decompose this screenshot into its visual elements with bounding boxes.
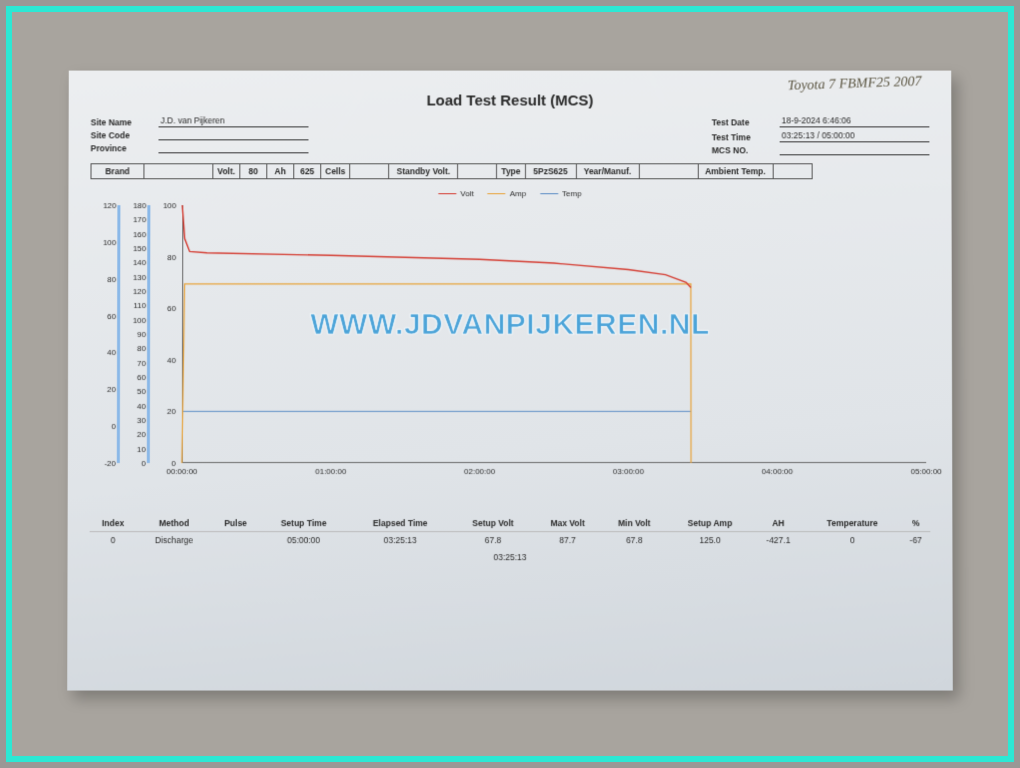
- header-left: Site Name J.D. van Pijkeren Site Code Pro…: [91, 115, 309, 155]
- brand-value: [143, 163, 213, 179]
- footer-time: 03:25:13: [90, 552, 931, 562]
- ah-value: 625: [293, 163, 321, 179]
- cells-label: Cells: [320, 163, 350, 179]
- legend-volt: Volt: [438, 189, 473, 198]
- chart-lines: [182, 205, 926, 463]
- ambient-value: [772, 163, 812, 179]
- volt-value: 80: [239, 163, 267, 179]
- standby-label: Standby Volt.: [388, 163, 458, 179]
- table-header: Index: [90, 515, 137, 532]
- header-right: Test Date 18-9-2024 6:46:06 Test Time 03:2…: [712, 115, 930, 155]
- ah-label: Ah: [266, 163, 294, 179]
- test-date-value: 18-9-2024 6:46:06: [780, 115, 930, 127]
- mcs-no-label: MCS NO.: [712, 145, 774, 155]
- chart-area: Volt Amp Temp -20020406080100120 0102030…: [90, 187, 931, 487]
- y-axis-1: -20020406080100120: [90, 205, 119, 463]
- site-code-value: [158, 138, 308, 140]
- site-name-value: J.D. van Pijkeren: [159, 115, 309, 127]
- table-header: Temperature: [803, 515, 901, 532]
- volt-label: Volt.: [212, 163, 240, 179]
- table-header: Min Volt: [602, 515, 667, 532]
- chart-legend: Volt Amp Temp: [438, 189, 581, 198]
- legend-temp: Temp: [540, 189, 582, 198]
- table-header: Method: [136, 515, 211, 532]
- type-label: Type: [496, 163, 525, 179]
- photo-frame: Toyota 7 FBMF25 2007 Load Test Result (M…: [6, 6, 1014, 762]
- table-header: %: [901, 515, 930, 532]
- table-header: AH: [753, 515, 803, 532]
- site-code-label: Site Code: [91, 130, 153, 140]
- standby-value: [457, 163, 497, 179]
- table-header-row: IndexMethodPulseSetup TimeElapsed TimeSe…: [90, 515, 931, 532]
- ambient-label: Ambient Temp.: [697, 163, 773, 179]
- results-table: IndexMethodPulseSetup TimeElapsed TimeSe…: [90, 515, 931, 548]
- year-value: [638, 163, 698, 179]
- report-sheet: Toyota 7 FBMF25 2007 Load Test Result (M…: [67, 71, 953, 691]
- header-block: Site Name J.D. van Pijkeren Site Code Pro…: [91, 115, 930, 155]
- table-header: Setup Volt: [452, 515, 533, 532]
- site-name-label: Site Name: [91, 117, 153, 127]
- test-time-label: Test Time: [712, 132, 774, 142]
- table-header: Max Volt: [533, 515, 601, 532]
- type-value: 5PzS625: [525, 163, 577, 179]
- table-header: Pulse: [212, 515, 260, 532]
- report-title: Load Test Result (MCS): [91, 93, 930, 110]
- plot-region: [182, 205, 926, 463]
- year-label: Year/Manuf.: [575, 163, 639, 179]
- y-axis-3: 020406080100: [150, 205, 179, 463]
- table-header: Setup Time: [259, 515, 348, 532]
- mcs-no-value: [780, 153, 930, 155]
- test-date-label: Test Date: [712, 117, 774, 127]
- cells-value: [350, 163, 390, 179]
- x-axis-ticks: 00:00:0001:00:0002:00:0003:00:0004:00:00…: [182, 467, 926, 483]
- y-axis-2: 0102030405060708090100110120130140150160…: [120, 205, 149, 463]
- table-row: 0Discharge05:00:0003:25:1367.887.767.812…: [90, 532, 931, 549]
- brand-label: Brand: [90, 163, 144, 179]
- table-header: Setup Amp: [667, 515, 754, 532]
- province-value: [158, 151, 308, 153]
- legend-amp: Amp: [488, 189, 526, 198]
- table-header: Elapsed Time: [348, 515, 453, 532]
- spec-row: Brand Volt. 80 Ah 625 Cells Standby Volt…: [90, 163, 929, 179]
- province-label: Province: [91, 143, 153, 153]
- test-time-value: 03:25:13 / 05:00:00: [780, 130, 930, 142]
